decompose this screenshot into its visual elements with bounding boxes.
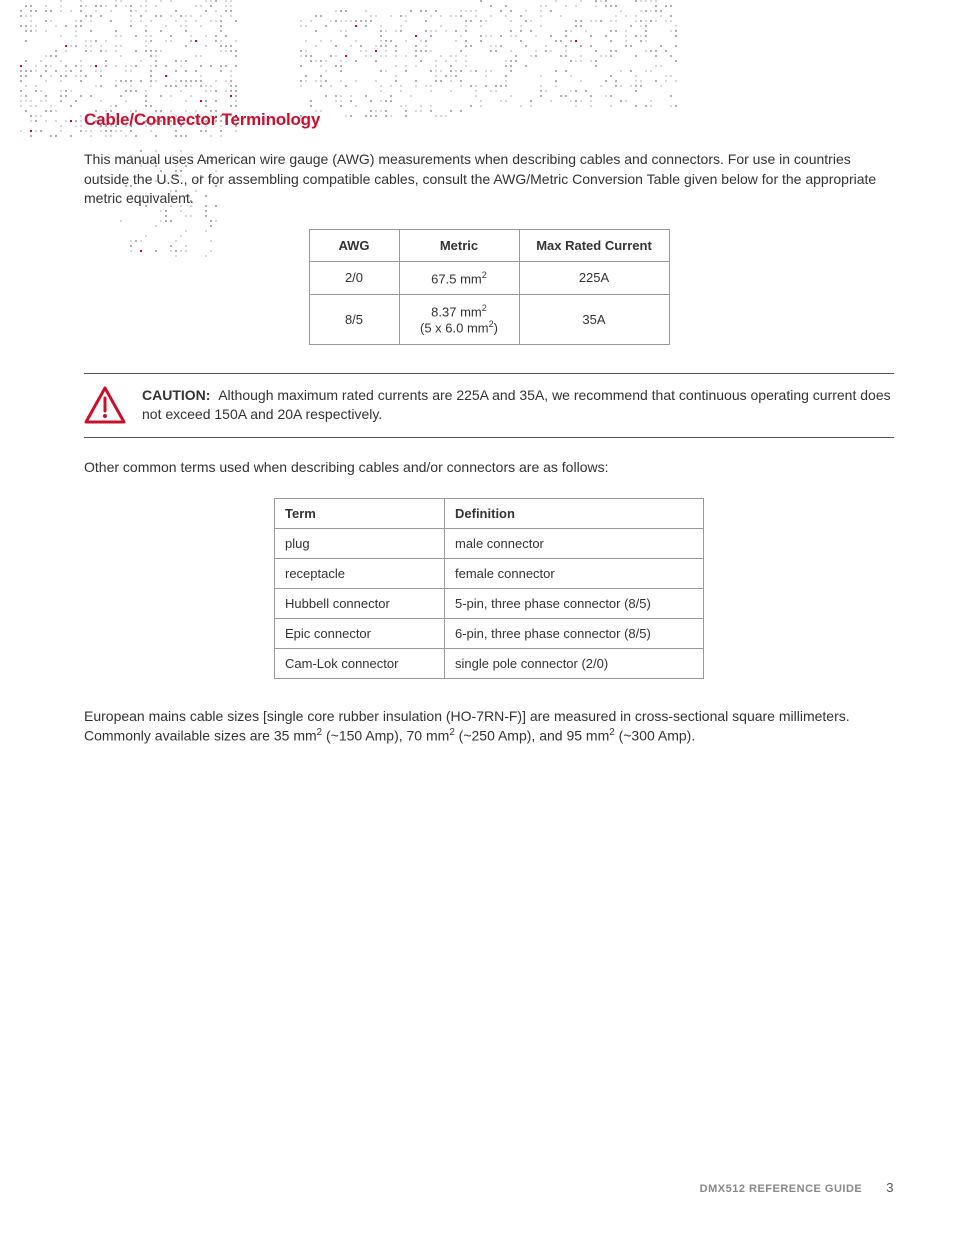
footer-page-number: 3 xyxy=(886,1180,894,1195)
table-row: Cam-Lok connector single pole connector … xyxy=(275,648,704,678)
definition-header: Definition xyxy=(445,498,704,528)
awg-cell: 2/0 xyxy=(309,261,399,294)
term-cell: Epic connector xyxy=(275,618,445,648)
footer-guide-label: DMX512 REFERENCE GUIDE xyxy=(700,1183,863,1195)
section-title: Cable/Connector Terminology xyxy=(84,110,894,130)
european-sizes-paragraph: European mains cable sizes [single core … xyxy=(84,707,894,747)
current-cell: 225A xyxy=(519,261,669,294)
definition-cell: 6-pin, three phase connector (8/5) xyxy=(445,618,704,648)
table-row: 8/5 8.37 mm2(5 x 6.0 mm2) 35A xyxy=(309,295,669,345)
caution-callout: CAUTION: Although maximum rated currents… xyxy=(84,373,894,438)
table-row: Hubbell connector 5-pin, three phase con… xyxy=(275,588,704,618)
table-row: receptacle female connector xyxy=(275,558,704,588)
table-row: Epic connector 6-pin, three phase connec… xyxy=(275,618,704,648)
metric-cell: 67.5 mm2 xyxy=(399,261,519,294)
current-cell: 35A xyxy=(519,295,669,345)
caution-label: CAUTION: xyxy=(142,387,210,403)
definition-cell: male connector xyxy=(445,528,704,558)
page-footer: DMX512 REFERENCE GUIDE 3 xyxy=(700,1180,894,1195)
definition-cell: female connector xyxy=(445,558,704,588)
table-row: plug male connector xyxy=(275,528,704,558)
terms-intro: Other common terms used when describing … xyxy=(84,458,894,478)
table-row: 2/0 67.5 mm2 225A xyxy=(309,261,669,294)
awg-cell: 8/5 xyxy=(309,295,399,345)
current-header: Max Rated Current xyxy=(519,229,669,261)
intro-paragraph: This manual uses American wire gauge (AW… xyxy=(84,150,894,209)
definition-cell: 5-pin, three phase connector (8/5) xyxy=(445,588,704,618)
terminology-table: Term Definition plug male connector rece… xyxy=(274,498,704,679)
awg-header: AWG xyxy=(309,229,399,261)
metric-header: Metric xyxy=(399,229,519,261)
metric-cell: 8.37 mm2(5 x 6.0 mm2) xyxy=(399,295,519,345)
caution-body: Although maximum rated currents are 225A… xyxy=(142,387,891,423)
term-cell: Hubbell connector xyxy=(275,588,445,618)
term-header: Term xyxy=(275,498,445,528)
term-cell: plug xyxy=(275,528,445,558)
awg-metric-table: AWG Metric Max Rated Current 2/0 67.5 mm… xyxy=(309,229,670,345)
term-cell: receptacle xyxy=(275,558,445,588)
term-cell: Cam-Lok connector xyxy=(275,648,445,678)
caution-text: CAUTION: Although maximum rated currents… xyxy=(142,386,894,425)
definition-cell: single pole connector (2/0) xyxy=(445,648,704,678)
warning-triangle-icon xyxy=(84,386,126,424)
